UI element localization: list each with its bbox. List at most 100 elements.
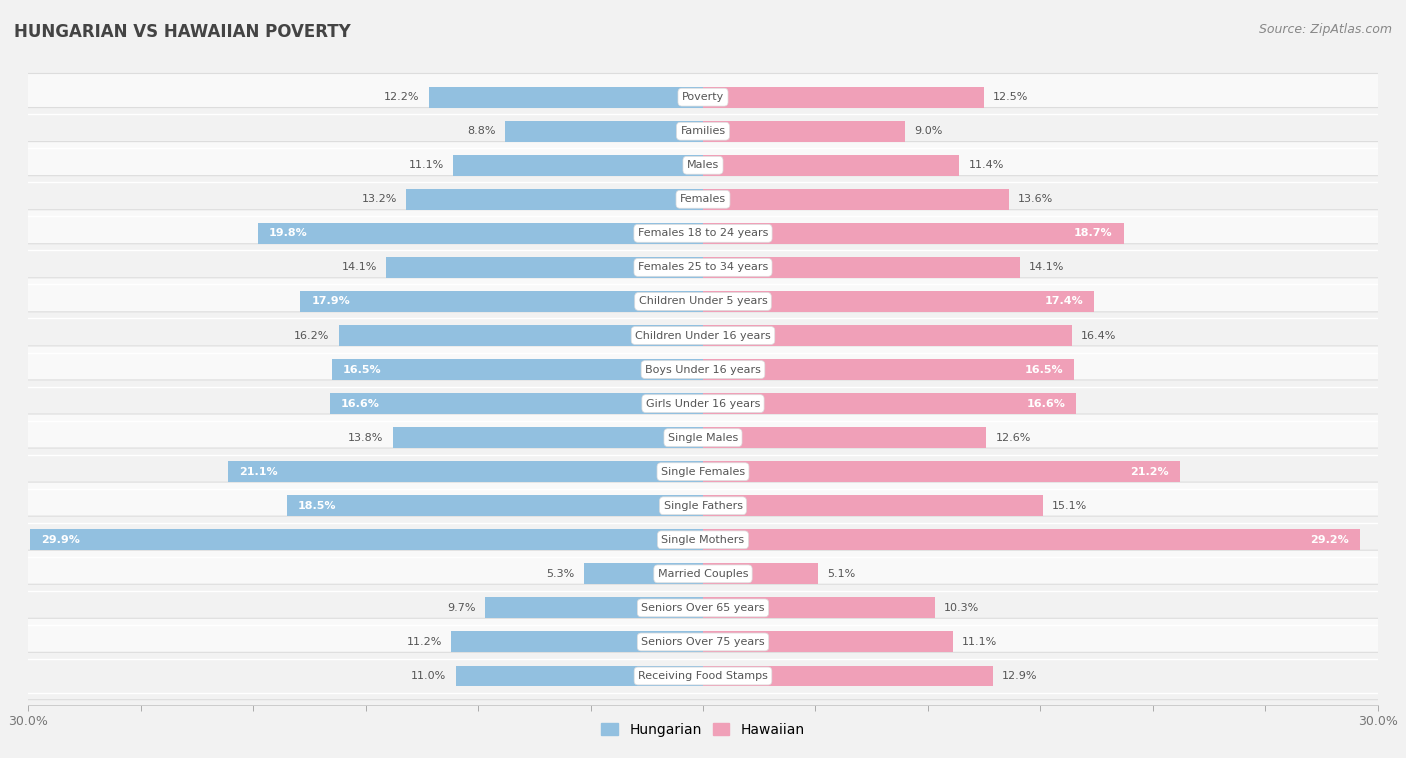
Text: Females 25 to 34 years: Females 25 to 34 years [638,262,768,272]
Text: Source: ZipAtlas.com: Source: ZipAtlas.com [1258,23,1392,36]
Text: Single Fathers: Single Fathers [664,501,742,511]
Bar [703,563,818,584]
FancyBboxPatch shape [21,619,1385,666]
Bar [505,121,703,142]
Text: 10.3%: 10.3% [943,603,979,613]
FancyBboxPatch shape [21,176,1385,223]
FancyBboxPatch shape [21,414,1385,462]
Bar [703,461,1180,482]
Bar [703,86,984,108]
Bar [703,359,1074,380]
Text: Females: Females [681,194,725,205]
FancyBboxPatch shape [21,482,1385,529]
Text: 16.5%: 16.5% [343,365,381,374]
Text: Poverty: Poverty [682,92,724,102]
Text: 17.9%: 17.9% [312,296,350,306]
Bar [703,631,953,653]
Text: Single Males: Single Males [668,433,738,443]
Bar [451,631,703,653]
Text: Males: Males [688,160,718,171]
Text: 12.2%: 12.2% [384,92,419,102]
FancyBboxPatch shape [21,277,1385,325]
Text: 14.1%: 14.1% [1029,262,1064,272]
Text: 16.6%: 16.6% [1026,399,1066,409]
Text: Girls Under 16 years: Girls Under 16 years [645,399,761,409]
FancyBboxPatch shape [21,346,1385,393]
Bar [703,495,1043,516]
FancyBboxPatch shape [21,74,1385,121]
Bar [703,155,959,176]
Text: 16.2%: 16.2% [294,330,329,340]
FancyBboxPatch shape [21,516,1385,563]
Text: 11.1%: 11.1% [962,637,997,647]
Text: Children Under 16 years: Children Under 16 years [636,330,770,340]
Bar [453,155,703,176]
Text: 17.4%: 17.4% [1045,296,1083,306]
Bar [703,291,1094,312]
Text: Females 18 to 24 years: Females 18 to 24 years [638,228,768,238]
Text: Single Mothers: Single Mothers [661,535,745,545]
Text: 8.8%: 8.8% [468,127,496,136]
Text: Children Under 5 years: Children Under 5 years [638,296,768,306]
Text: 21.2%: 21.2% [1130,467,1168,477]
Bar [703,325,1071,346]
Bar [703,189,1010,210]
Bar [703,529,1360,550]
Bar [339,325,703,346]
Text: 29.2%: 29.2% [1310,535,1348,545]
Text: 13.8%: 13.8% [349,433,384,443]
Text: 13.6%: 13.6% [1018,194,1053,205]
Text: 18.5%: 18.5% [298,501,336,511]
Text: 11.1%: 11.1% [409,160,444,171]
Text: 12.9%: 12.9% [1002,671,1038,681]
FancyBboxPatch shape [21,142,1385,189]
FancyBboxPatch shape [21,210,1385,257]
Text: 19.8%: 19.8% [269,228,308,238]
Text: Families: Families [681,127,725,136]
FancyBboxPatch shape [21,584,1385,631]
Text: HUNGARIAN VS HAWAIIAN POVERTY: HUNGARIAN VS HAWAIIAN POVERTY [14,23,352,41]
Bar [703,393,1077,414]
FancyBboxPatch shape [21,550,1385,597]
Text: 18.7%: 18.7% [1074,228,1112,238]
Bar [406,189,703,210]
Text: 12.6%: 12.6% [995,433,1031,443]
Text: 16.6%: 16.6% [340,399,380,409]
Text: 16.5%: 16.5% [1025,365,1063,374]
Bar [385,257,703,278]
Bar [392,428,703,448]
Text: 16.4%: 16.4% [1081,330,1116,340]
Text: Seniors Over 75 years: Seniors Over 75 years [641,637,765,647]
Text: 12.5%: 12.5% [993,92,1029,102]
Text: 15.1%: 15.1% [1052,501,1087,511]
Text: 9.7%: 9.7% [447,603,475,613]
Text: 11.0%: 11.0% [412,671,447,681]
Text: 21.1%: 21.1% [239,467,278,477]
Bar [703,666,993,687]
FancyBboxPatch shape [21,244,1385,291]
Text: 9.0%: 9.0% [914,127,943,136]
Text: 5.3%: 5.3% [547,568,575,579]
Legend: Hungarian, Hawaiian: Hungarian, Hawaiian [596,718,810,743]
Bar [703,223,1123,244]
Bar [332,359,703,380]
Text: Seniors Over 65 years: Seniors Over 65 years [641,603,765,613]
Text: 13.2%: 13.2% [361,194,396,205]
Bar [703,257,1021,278]
Text: 29.9%: 29.9% [42,535,80,545]
Bar [31,529,703,550]
Text: 11.2%: 11.2% [406,637,441,647]
Bar [485,597,703,619]
Bar [287,495,703,516]
FancyBboxPatch shape [21,312,1385,359]
Text: 5.1%: 5.1% [827,568,855,579]
Text: 14.1%: 14.1% [342,262,377,272]
Text: Boys Under 16 years: Boys Under 16 years [645,365,761,374]
FancyBboxPatch shape [21,108,1385,155]
Bar [703,597,935,619]
Bar [228,461,703,482]
Bar [257,223,703,244]
FancyBboxPatch shape [21,380,1385,428]
Bar [301,291,703,312]
FancyBboxPatch shape [21,653,1385,700]
